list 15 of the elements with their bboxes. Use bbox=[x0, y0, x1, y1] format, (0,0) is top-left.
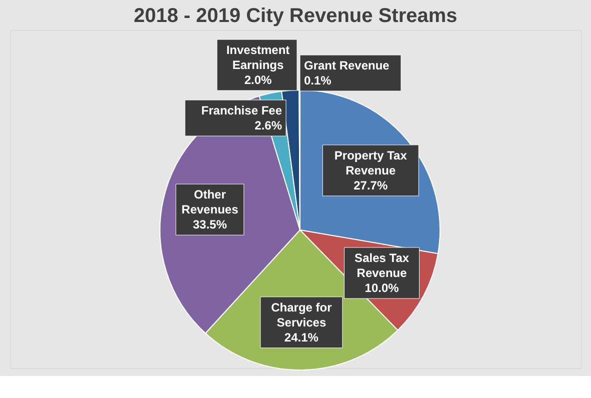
slice-label: Investment Earnings bbox=[226, 43, 290, 72]
data-label: 2.0% bbox=[244, 73, 272, 87]
data-label: 27.7% bbox=[354, 178, 388, 192]
data-label: 2.6% bbox=[254, 118, 282, 132]
slice-label: Other Revenues bbox=[182, 188, 239, 217]
data-label: 0.1% bbox=[304, 74, 332, 88]
chart-title: 2018 - 2019 City Revenue Streams bbox=[134, 5, 458, 27]
slice-label: Property Tax Revenue bbox=[334, 148, 408, 178]
slice-label: Charge for Services bbox=[271, 300, 332, 330]
data-label: 10.0% bbox=[364, 280, 400, 295]
slice-label: Franchise Fee bbox=[201, 104, 282, 118]
slice-label: Sales Tax Revenue bbox=[354, 250, 410, 280]
data-label: 33.5% bbox=[192, 218, 228, 232]
slice-label: Grant Revenue bbox=[304, 58, 390, 72]
data-label: 24.1% bbox=[284, 330, 319, 344]
